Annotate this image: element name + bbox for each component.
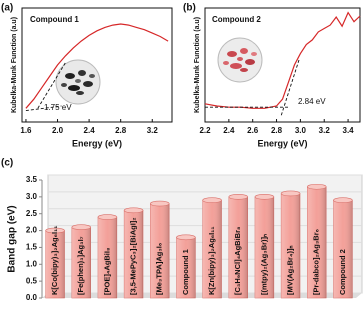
bar-label: [MV(Ag₂Br₄)]ₙ (286, 246, 295, 295)
data-line (25, 23, 169, 109)
x-tick-label: 3.2 (147, 126, 159, 135)
bar-top (333, 197, 353, 204)
y-tick-label: 3.5 (26, 175, 38, 184)
panel-label: (c) (1, 158, 13, 169)
bar-top (176, 234, 196, 241)
y-tick-label: 1.0 (26, 259, 38, 268)
annotation: 1.75 eV (44, 103, 72, 112)
bar-label: K[Co(bipy)₃]₂Ag₆I₁₁ (50, 226, 59, 295)
fit-line (25, 105, 62, 112)
inset-photo (217, 37, 263, 83)
y-tick-label: 2.0 (26, 226, 38, 235)
bar-shade (202, 200, 222, 298)
x-tick-label: 2.8 (271, 126, 283, 135)
inset-photo (55, 59, 101, 105)
plot-frame (204, 7, 361, 123)
bar-shade (71, 227, 91, 298)
bar-top (307, 183, 327, 190)
panel-label: (a) (1, 3, 13, 14)
bar-top (228, 194, 248, 200)
x-tick-label: 2.8 (115, 126, 127, 135)
bar-top (280, 190, 301, 197)
bar-top (254, 194, 275, 200)
bar-shade (97, 217, 117, 298)
bar-label: [(mtpy)₂(Ag₃Br)]ₙ (259, 234, 268, 295)
bar-label: [POE]₄AgBiI₈ (102, 247, 111, 295)
bar-shade (281, 193, 301, 298)
y-axis-label: Band gap (eV) (7, 205, 18, 272)
bar-label: Compound 1 (181, 249, 190, 295)
panel-label: (b) (183, 3, 196, 14)
data-line (204, 11, 361, 109)
bar-shade (45, 230, 65, 298)
bar-top (71, 224, 91, 230)
y-tick-label: 1.5 (26, 243, 38, 252)
plot-frame (21, 7, 173, 123)
bar-top (202, 197, 222, 204)
bar-shade (307, 186, 327, 298)
bar-top (97, 214, 118, 220)
annotation: 2.84 eV (298, 97, 326, 106)
bar-top (45, 227, 65, 234)
bar-shade (228, 196, 248, 298)
x-tick-label: 3.4 (343, 126, 355, 135)
bar-label: [Pr-dabco]₂Ag₃Br₆ (312, 229, 321, 295)
bar-label: [Me₃TPA]Ag₃I₆ (155, 243, 164, 295)
bar-label: [3,5-MePyC₃]₂[BiAgI]₂ (129, 217, 138, 295)
y-axis-label: Kubelka-Munk Function (a.u) (11, 17, 18, 113)
bar-label: [Fe(phen)₃]Ag₃I₇ (76, 236, 85, 295)
bar-top (150, 200, 170, 207)
bar-label: Compound 2 (338, 249, 347, 295)
x-tick-label: 3.2 (319, 126, 331, 135)
x-tick-label: 3.0 (295, 126, 307, 135)
bar-top (123, 207, 144, 214)
x-tick-label: 2.4 (223, 126, 235, 135)
x-axis-label: Energy (eV) (257, 138, 307, 148)
fit-line (280, 59, 300, 116)
bar-shade (176, 237, 196, 298)
x-tick-label: 1.6 (20, 126, 32, 135)
bar-shade (150, 203, 170, 298)
x-tick-label: 2.0 (52, 126, 64, 135)
x-tick-label: 2.6 (247, 126, 259, 135)
x-tick-label: 2.2 (199, 126, 211, 135)
y-tick-label: 0.0 (26, 293, 38, 302)
bar-shade (254, 196, 274, 298)
fit-line (37, 62, 66, 109)
y-tick-label: 2.5 (26, 209, 38, 218)
bar-label: K[Zn(bipy)₃]₂Ag₆I₁₁ (207, 227, 216, 295)
y-axis-label: Kubelka-Munk Function (a.u) (194, 17, 201, 113)
bar-label: [C₃H₉NCl]₄AgBiBr₈ (233, 226, 242, 295)
bar-shade (333, 200, 353, 298)
y-tick-label: 3.0 (26, 192, 38, 201)
x-axis-label: Energy (eV) (72, 138, 122, 148)
x-tick-label: 2.4 (84, 126, 96, 135)
panel-title: Compound 1 (30, 15, 79, 24)
panel-title: Compound 2 (212, 15, 261, 24)
bar-shade (124, 210, 144, 298)
y-tick-label: 0.5 (26, 276, 38, 285)
